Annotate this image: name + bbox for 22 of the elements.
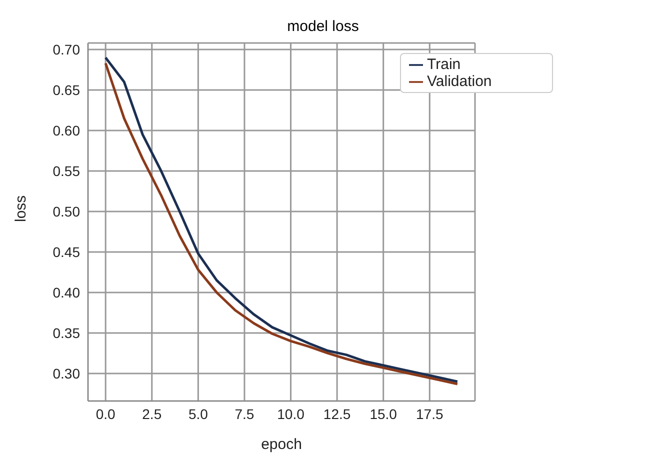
x-tick-label: 7.5 [234,406,254,422]
y-tick-label: 0.40 [52,284,80,300]
y-tick-label: 0.55 [52,162,80,179]
chart-title: model loss [286,18,360,35]
x-tick-label: 10.0 [277,406,305,422]
y-tick-label: 0.30 [52,365,80,382]
x-tick-label: 5.0 [188,406,208,422]
y-axis-title: loss [12,195,30,222]
legend-label: Train [427,56,461,73]
y-tick-label: 0.35 [52,324,80,341]
x-tick-label: 0.0 [96,406,116,422]
y-tick-label: 0.60 [52,122,80,138]
x-tick-label: 17.5 [416,406,444,422]
x-axis-title: epoch [261,436,302,453]
y-tick-label: 0.65 [52,82,80,98]
y-tick-label: 0.70 [52,41,80,58]
y-tick-label: 0.45 [52,244,80,260]
x-tick-label: 2.5 [142,406,162,422]
x-tick-label: 15.0 [370,406,398,422]
x-tick-label: 12.5 [323,406,351,422]
legend-label: Validation [427,73,492,90]
y-tick-label: 0.50 [52,203,80,220]
